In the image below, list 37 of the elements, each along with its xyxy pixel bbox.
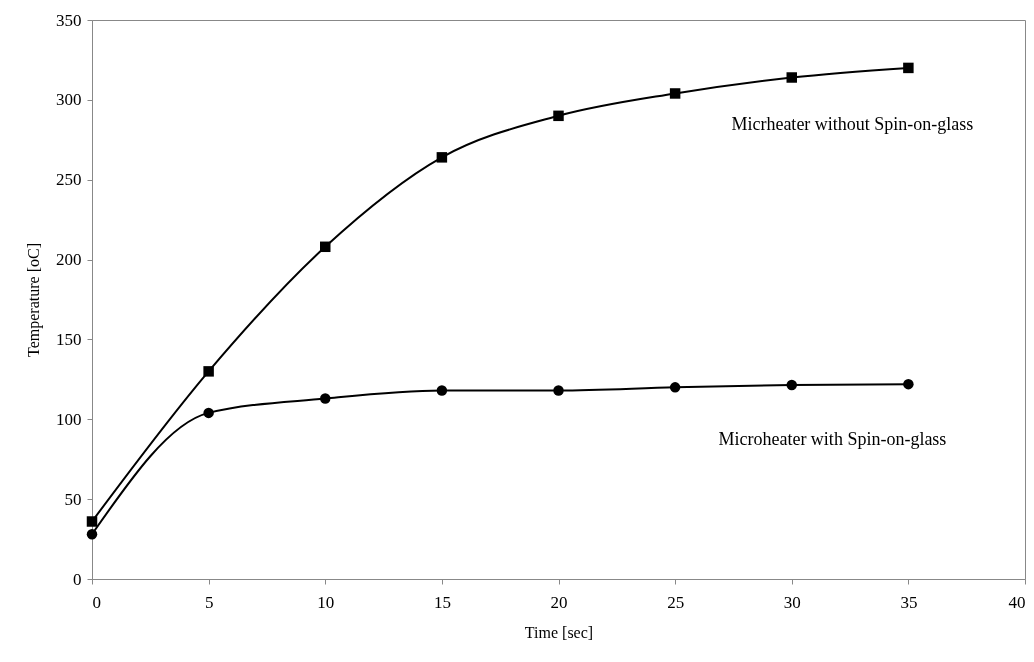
x-axis-title: Time [sec]: [524, 623, 594, 641]
point: [669, 382, 681, 393]
point: [436, 152, 448, 163]
x-tick-label: 35: [900, 592, 918, 612]
point: [436, 385, 448, 396]
text: Microheater with Spin-on-glass: [718, 429, 947, 450]
point: [553, 110, 564, 122]
y-tick-label: 100: [56, 409, 82, 429]
point: [203, 407, 214, 419]
point: [903, 62, 914, 74]
y-tick-label: 50: [64, 489, 82, 509]
x-tick-label: 10: [317, 592, 335, 612]
point: [86, 529, 98, 540]
point: [553, 385, 564, 396]
series-label: Micrheater without Spin-on-glass: [731, 113, 974, 134]
y-tick-label: 200: [56, 250, 82, 270]
y-tick-label: 150: [56, 329, 82, 349]
x-tick-label: 30: [783, 592, 801, 612]
point: [786, 72, 797, 83]
y-tick-label: 250: [56, 170, 82, 190]
x-tick-label: 20: [550, 592, 568, 612]
y-tick-label: 0: [73, 569, 82, 589]
x-tick-label: 40: [1008, 592, 1026, 612]
point: [320, 393, 331, 404]
point: [86, 516, 98, 527]
point: [903, 378, 914, 390]
y-tick-label: 300: [56, 90, 82, 110]
x-tick-label: 0: [92, 592, 101, 612]
y-axis-title: Temperature [oC]: [25, 243, 43, 357]
point: [203, 366, 214, 377]
point: [320, 241, 331, 253]
x-tick-label: 15: [433, 592, 451, 612]
x-tick-label: 5: [204, 592, 214, 612]
x-tick-label: 25: [667, 592, 685, 612]
y-tick-label: 350: [56, 10, 82, 30]
point: [669, 88, 681, 99]
point: [786, 379, 797, 391]
